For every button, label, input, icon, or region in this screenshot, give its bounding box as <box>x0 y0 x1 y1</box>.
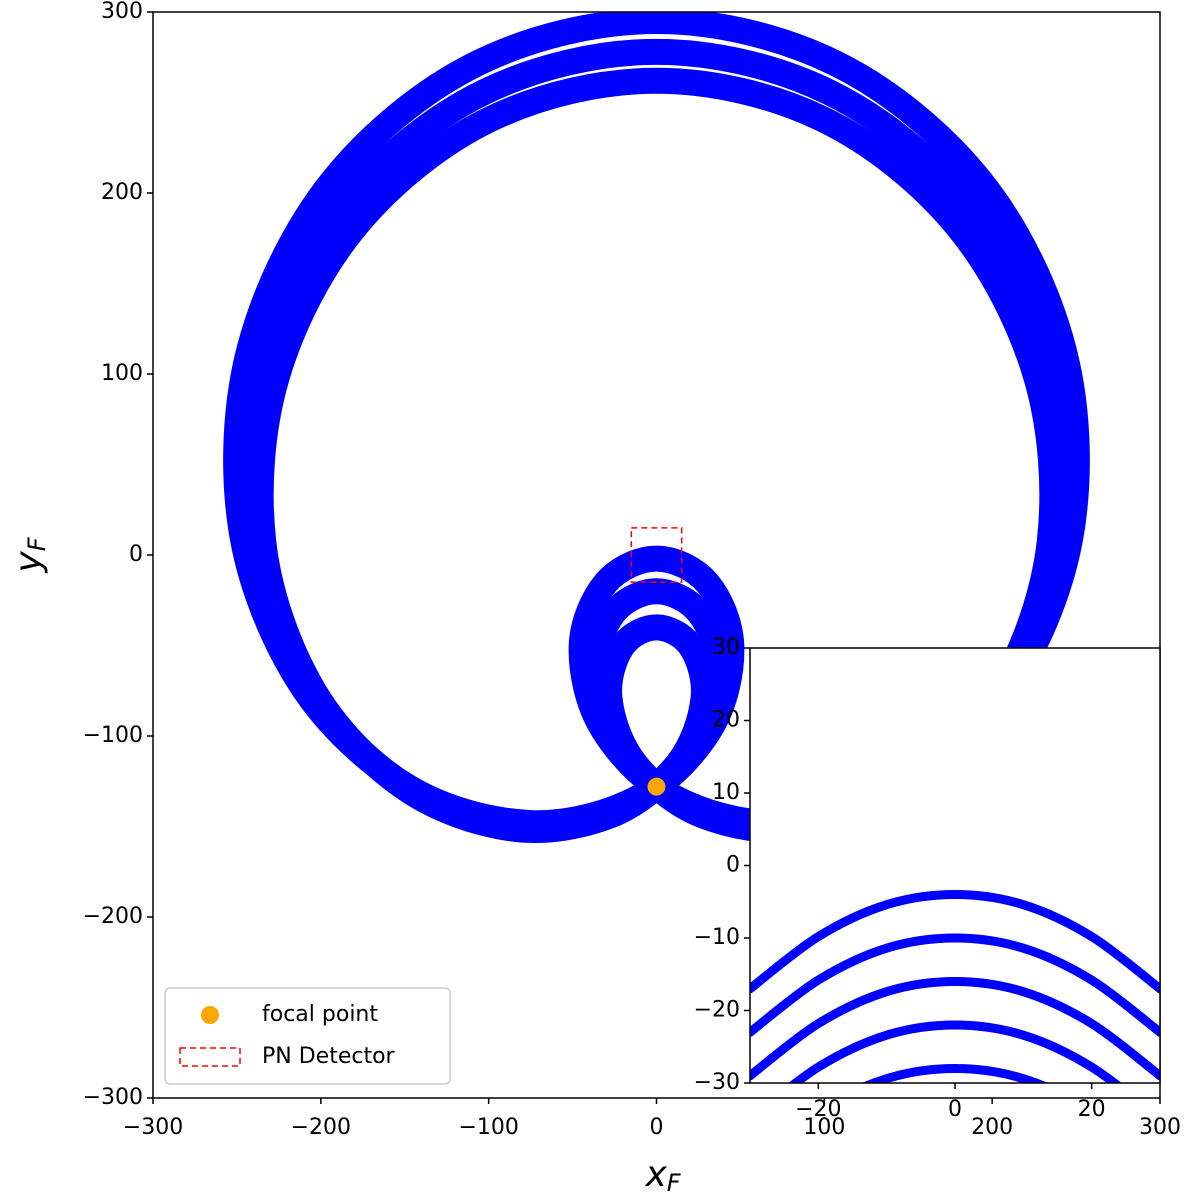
x-axis-label-subscript: F <box>667 1169 682 1195</box>
y-tick-label: −100 <box>83 723 143 748</box>
y-tick-label: 0 <box>726 853 740 878</box>
focal-point <box>647 777 666 796</box>
orbit-line <box>750 890 1160 994</box>
orbit-line <box>861 1064 1049 1083</box>
legend-marker <box>201 1006 219 1024</box>
y-tick-label: −200 <box>83 904 143 929</box>
x-tick-label: 20 <box>1078 1097 1106 1122</box>
y-tick-label: −300 <box>83 1085 143 1110</box>
legend-marker <box>179 1047 241 1067</box>
orbit-line <box>750 933 1160 1037</box>
orbit-line <box>788 1020 1122 1083</box>
y-tick-label: −20 <box>694 998 740 1023</box>
y-axis-label: yF <box>8 536 51 573</box>
y-tick-label: 100 <box>101 361 143 386</box>
legend-box <box>164 987 451 1085</box>
axes-background <box>750 648 1160 1083</box>
x-tick-label: −300 <box>123 1115 183 1140</box>
detector-box <box>630 527 683 583</box>
x-tick-label: 0 <box>948 1097 962 1122</box>
y-tick-label: 0 <box>129 542 143 567</box>
legend-label: focal point <box>262 1002 378 1027</box>
x-tick-label: 200 <box>971 1115 1013 1140</box>
orbit-line <box>247 67 1066 843</box>
x-axis-label: xF <box>644 1154 681 1195</box>
y-tick-label: 300 <box>101 0 143 24</box>
legend-label: PN Detector <box>262 1044 396 1069</box>
y-tick-label: 20 <box>712 708 740 733</box>
y-tick-label: 10 <box>712 780 740 805</box>
x-tick-label: −200 <box>291 1115 351 1140</box>
y-tick-label: −30 <box>694 1070 740 1095</box>
x-axis-label-main: x <box>644 1154 667 1195</box>
y-axis-label-main: y <box>8 551 49 574</box>
y-axis-label-subscript: F <box>23 536 51 551</box>
x-tick-label: 300 <box>1139 1115 1181 1140</box>
plot-area <box>223 12 1090 843</box>
x-tick-label: −100 <box>458 1115 518 1140</box>
y-tick-label: 30 <box>712 635 740 660</box>
y-tick-label: −10 <box>694 925 740 950</box>
x-tick-label: 100 <box>803 1115 845 1140</box>
x-tick-label: −20 <box>795 1097 841 1122</box>
plot-area <box>750 890 1160 1083</box>
x-tick-label: 0 <box>650 1115 664 1140</box>
y-tick-label: 200 <box>101 180 143 205</box>
orbit-line <box>750 977 1160 1081</box>
